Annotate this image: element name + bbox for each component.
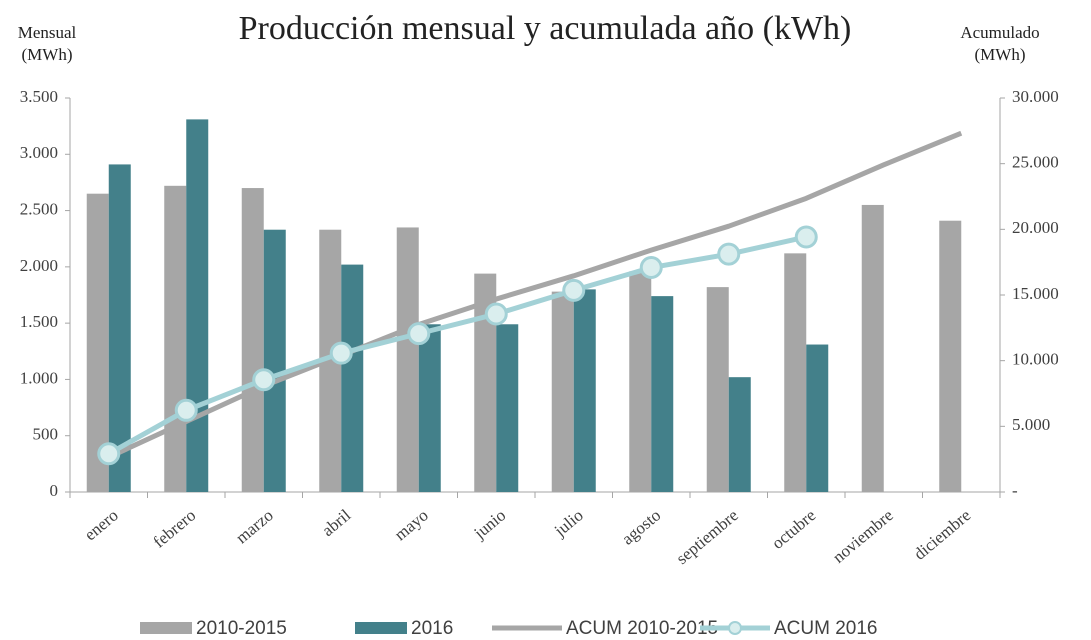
- x-tick-label: diciembre: [910, 506, 974, 564]
- bar: [939, 220, 962, 492]
- bar: [396, 227, 419, 492]
- y-tick-label: 2.000: [20, 256, 58, 275]
- x-tick-label: mayo: [391, 506, 432, 545]
- bar: [706, 287, 729, 492]
- y-tick-label: 3.000: [20, 143, 58, 162]
- line: [107, 234, 807, 456]
- y-tick-label: 2.500: [20, 199, 58, 218]
- x-tick-label: noviembre: [829, 506, 897, 567]
- bar: [861, 204, 884, 492]
- legend-label: 2016: [411, 618, 453, 639]
- y-tick-label: 3.500: [20, 87, 58, 106]
- bar: [629, 271, 652, 492]
- y-tick-label: 500: [33, 425, 59, 444]
- bar: [164, 185, 187, 492]
- bar: [241, 188, 264, 493]
- bar: [496, 324, 519, 492]
- bar: [108, 164, 131, 492]
- line-marker: [484, 302, 508, 326]
- x-tick-label: septiembre: [672, 506, 741, 569]
- bar: [651, 296, 674, 492]
- legend-label: 2010-2015: [196, 618, 287, 639]
- y2-tick-label: -: [1012, 481, 1018, 500]
- x-tick-label: octubre: [768, 506, 819, 553]
- line: [107, 130, 963, 460]
- y2-tick-label: 30.000: [1012, 87, 1059, 106]
- bar: [418, 324, 441, 492]
- line-marker: [639, 256, 663, 280]
- y2-tick-label: 5.000: [1012, 415, 1050, 434]
- y-tick-label: 1.000: [20, 368, 58, 387]
- line-marker: [717, 242, 741, 266]
- line-marker: [794, 225, 818, 249]
- y2-tick-label: 10.000: [1012, 350, 1059, 369]
- line-marker: [252, 368, 276, 392]
- bar: [551, 291, 574, 492]
- bar: [86, 193, 109, 492]
- legend-marker: [728, 621, 742, 635]
- bar: [263, 229, 286, 493]
- y-tick-label: 0: [50, 481, 59, 500]
- legend-swatch: [355, 622, 407, 634]
- x-tick-label: junio: [470, 506, 510, 544]
- bar: [186, 119, 209, 492]
- y-tick-label: 1.500: [20, 312, 58, 331]
- bar: [474, 273, 497, 492]
- legend-label: ACUM 2010-2015: [566, 618, 718, 639]
- x-tick-label: febrero: [150, 506, 200, 552]
- bar: [728, 377, 751, 492]
- chart-title: Producción mensual y acumulada año (kWh): [238, 10, 852, 47]
- bar: [573, 289, 596, 492]
- y2-tick-label: 15.000: [1012, 284, 1059, 303]
- legend-swatch: [140, 622, 192, 634]
- bar: [341, 264, 364, 492]
- x-tick-label: agosto: [618, 506, 664, 549]
- line-marker: [329, 341, 353, 365]
- bar: [806, 344, 829, 492]
- line-marker: [174, 398, 198, 422]
- x-tick-label: abril: [318, 505, 354, 540]
- y2-tick-label: 20.000: [1012, 218, 1059, 237]
- line-marker: [97, 442, 121, 466]
- x-tick-label: julio: [550, 506, 587, 541]
- y2-axis-label: Acumulado (MWh): [960, 23, 1040, 64]
- y2-tick-label: 25.000: [1012, 153, 1059, 172]
- y-axis-label: Mensual (MWh): [17, 23, 77, 64]
- line-marker: [407, 322, 431, 346]
- bar: [784, 253, 807, 492]
- legend-label: ACUM 2016: [774, 618, 878, 639]
- x-tick-label: enero: [81, 506, 122, 545]
- x-tick-label: marzo: [232, 506, 277, 548]
- line-marker: [562, 278, 586, 302]
